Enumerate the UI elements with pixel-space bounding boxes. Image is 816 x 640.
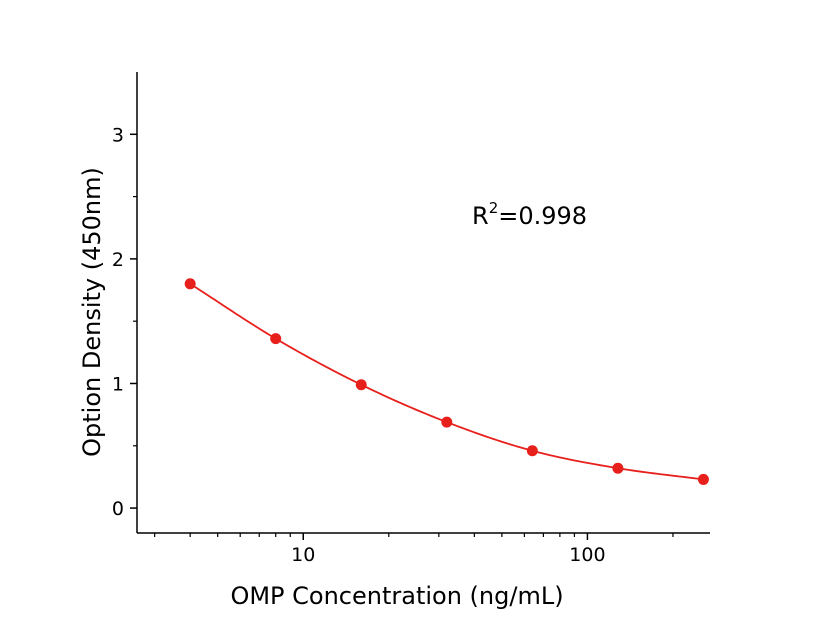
x-axis-ticks: 10 100 xyxy=(154,533,674,566)
data-points-layer xyxy=(184,278,709,485)
data-point xyxy=(270,333,282,345)
x-tick-label: 10 xyxy=(291,544,315,566)
y-tick-label: 2 xyxy=(112,249,124,271)
fit-curve-layer xyxy=(189,283,704,481)
data-point xyxy=(612,462,624,474)
data-point xyxy=(526,445,538,457)
x-tick-label: 100 xyxy=(569,544,605,566)
y-tick-label: 3 xyxy=(112,124,124,146)
data-point xyxy=(697,473,709,485)
fit-curve-line xyxy=(189,283,704,481)
y-axis-title: Option Density (450nm) xyxy=(78,167,106,457)
x-axis-title: OMP Concentration (ng/mL) xyxy=(230,582,563,610)
r-squared-value: =0.998 xyxy=(498,202,587,230)
r-squared-base: R xyxy=(472,202,489,230)
r-squared-superscript: 2 xyxy=(489,199,499,217)
y-axis-ticks: 0 1 2 3 xyxy=(112,124,137,520)
r-squared-annotation: R2=0.998 xyxy=(472,199,587,230)
plot-area xyxy=(184,278,709,485)
data-point xyxy=(184,278,196,290)
data-point xyxy=(441,416,453,428)
y-tick-label: 1 xyxy=(112,373,124,395)
data-point xyxy=(355,379,367,391)
y-tick-label: 0 xyxy=(112,498,124,520)
